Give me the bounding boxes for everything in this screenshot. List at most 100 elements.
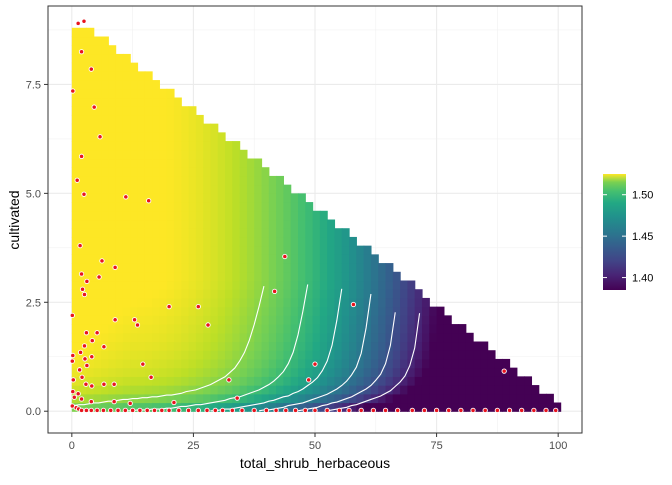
surface-tile [217,141,226,151]
surface-tile [181,350,190,360]
surface-tile [473,376,481,386]
surface-tile [93,53,102,64]
surface-tile [268,306,277,316]
surface-tile [261,393,270,404]
surface-tile [86,27,95,38]
surface-tile [108,324,117,334]
surface-tile [232,228,241,238]
surface-tile [349,350,357,360]
surface-tile [378,306,387,316]
surface-tile [188,167,197,177]
surface-tile [108,393,117,404]
surface-tile [137,385,146,395]
surface-tile [225,175,233,186]
surface-tile [421,358,430,369]
surface-tile [239,228,248,238]
surface-tile [173,332,182,343]
surface-tile [261,297,270,308]
surface-tile [195,228,204,238]
surface-tile [312,367,321,377]
surface-tile [276,175,284,186]
surface-tile [349,402,357,412]
surface-tile [327,402,336,412]
surface-tile [356,332,365,343]
surface-tile [101,184,109,194]
surface-tile [166,306,175,316]
surface-tile [195,358,204,369]
surface-tile [370,385,379,395]
surface-tile [312,263,321,273]
surface-tile [319,297,328,308]
surface-tile [349,341,357,351]
surface-tile [108,167,117,177]
surface-tile [283,350,292,360]
surface-tile [421,324,430,334]
surface-tile [524,376,533,386]
data-point [108,407,114,413]
surface-tile [122,202,131,212]
surface-tile [122,80,131,90]
surface-tile [144,132,153,142]
surface-tile [297,254,306,264]
surface-tile [173,175,182,186]
data-point [71,394,77,400]
surface-tile [93,402,102,412]
surface-tile [370,315,379,325]
surface-tile [144,123,153,133]
surface-tile [276,289,284,299]
surface-tile [188,114,197,125]
surface-tile [188,245,197,255]
surface-tile [246,385,255,395]
surface-tile [122,350,131,360]
data-point [83,330,90,336]
surface-tile [254,210,263,221]
surface-tile [239,254,248,264]
surface-tile [71,71,80,81]
surface-tile [268,263,277,273]
surface-tile [130,184,139,194]
surface-tile [239,332,248,343]
surface-tile [487,350,496,360]
surface-tile [217,254,226,264]
surface-tile [108,289,117,299]
surface-tile [407,393,416,404]
data-point [219,407,226,413]
surface-tile [195,324,204,334]
surface-tile [239,324,248,334]
surface-tile [93,393,102,404]
surface-tile [159,97,168,107]
surface-tile [217,402,226,412]
surface-tile [181,263,190,273]
surface-tile [166,123,175,133]
surface-tile [152,184,160,194]
surface-tile [246,315,255,325]
surface-tile [137,210,146,221]
surface-tile [261,175,270,186]
surface-tile [203,350,212,360]
surface-tile [254,350,263,360]
surface-tile [319,236,328,247]
surface-tile [217,341,226,351]
surface-tile [79,184,88,194]
surface-tile [283,358,292,369]
surface-tile [71,132,80,142]
surface-tile [166,158,175,168]
surface-tile [494,358,503,369]
surface-tile [137,114,146,125]
surface-tile [465,376,474,386]
surface-tile [108,88,117,99]
surface-tile [225,236,233,247]
surface-tile [305,367,314,377]
surface-tile [115,132,124,142]
surface-tile [290,263,299,273]
surface-tile [341,254,350,264]
surface-tile [137,367,146,377]
surface-tile [392,385,401,395]
surface-tile [283,393,292,404]
surface-tile [239,271,248,282]
surface-tile [276,358,284,369]
surface-tile [341,350,350,360]
surface-tile [232,254,241,264]
data-point [83,407,90,413]
surface-tile [79,306,88,316]
